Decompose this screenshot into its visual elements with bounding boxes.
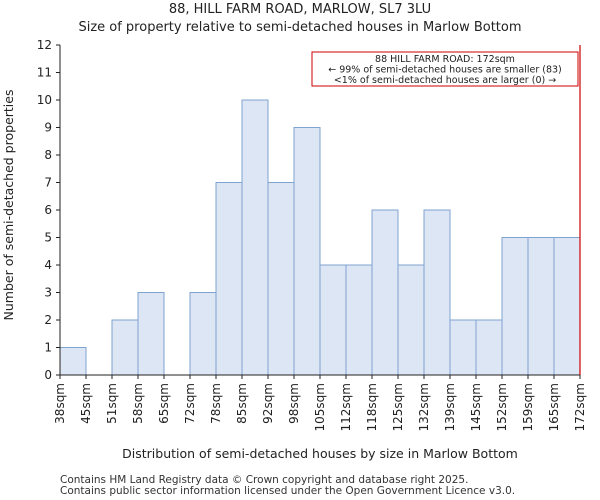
y-tick-label-11: 11 xyxy=(37,66,52,80)
annotation-border xyxy=(311,51,579,87)
chart-title: 88, HILL FARM ROAD, MARLOW, SL7 3LU xyxy=(168,2,432,17)
x-tick-label-45sqm: 45sqm xyxy=(79,383,93,424)
bar-118sqm xyxy=(371,209,399,376)
bar-165sqm xyxy=(553,237,581,376)
bar-78sqm xyxy=(215,182,243,376)
bar-145sqm xyxy=(475,319,503,376)
y-tick-label-1: 1 xyxy=(44,341,52,355)
y-tick-label-9: 9 xyxy=(44,121,52,135)
x-tick-label-105sqm: 105sqm xyxy=(313,383,327,431)
bar-125sqm xyxy=(397,264,425,376)
y-axis-label: Number of semi-detached properties xyxy=(1,90,16,321)
x-axis: 38sqm 45sqm 51sqm 58sqm 65sqm 72sqm 78sqm 85sqm… xyxy=(53,374,587,431)
x-tick-label-72sqm: 72sqm xyxy=(183,383,197,424)
x-axis-label: Distribution of semi-detached houses by … xyxy=(122,446,518,461)
chart-subtitle: Size of property relative to semi-detach… xyxy=(78,20,522,35)
bar-58sqm xyxy=(137,292,165,376)
y-tick-label-4: 4 xyxy=(44,258,52,272)
x-tick-label-125sqm: 125sqm xyxy=(391,383,405,431)
y-tick-label-0: 0 xyxy=(44,368,52,382)
x-tick-label-65sqm: 65sqm xyxy=(157,383,171,424)
bar-38sqm xyxy=(59,347,87,376)
y-tick-label-2: 2 xyxy=(44,313,52,327)
y-tick-label-10: 10 xyxy=(37,93,52,107)
footer-copyright: Contains HM Land Registry data © Crown c… xyxy=(60,474,469,486)
x-tick-label-38sqm: 38sqm xyxy=(53,383,67,424)
x-tick-label-92sqm: 92sqm xyxy=(261,383,275,424)
y-tick-label-8: 8 xyxy=(44,148,52,162)
bar-159sqm xyxy=(527,237,555,376)
x-tick-label-159sqm: 159sqm xyxy=(521,383,535,431)
x-tick-label-145sqm: 145sqm xyxy=(469,383,483,431)
bars-group xyxy=(59,99,581,376)
y-tick-label-5: 5 xyxy=(44,231,52,245)
x-tick-label-139sqm: 139sqm xyxy=(443,383,457,431)
x-tick-label-98sqm: 98sqm xyxy=(287,383,301,424)
x-tick-label-58sqm: 58sqm xyxy=(131,383,145,424)
y-tick-label-6: 6 xyxy=(44,203,52,217)
y-tick-label-3: 3 xyxy=(44,286,52,300)
x-tick-label-152sqm: 152sqm xyxy=(495,383,509,431)
x-tick-label-112sqm: 112sqm xyxy=(339,383,353,431)
x-tick-label-132sqm: 132sqm xyxy=(417,383,431,431)
annotation-line-2: ← 99% of semi-detached houses are smalle… xyxy=(328,65,562,76)
bar-105sqm xyxy=(319,264,347,376)
bar-132sqm xyxy=(423,209,451,376)
bar-51sqm xyxy=(111,319,139,376)
annotation-line-1: 88 HILL FARM ROAD: 172sqm xyxy=(375,54,515,65)
bar-152sqm xyxy=(501,237,529,376)
bar-72sqm xyxy=(189,292,217,376)
bar-112sqm xyxy=(345,264,373,376)
x-tick-label-172sqm: 172sqm xyxy=(573,383,587,431)
x-tick-label-118sqm: 118sqm xyxy=(365,383,379,431)
x-tick-label-85sqm: 85sqm xyxy=(235,383,249,424)
annotation-box: 88 HILL FARM ROAD: 172sqm ← 99% of semi-… xyxy=(311,51,579,87)
footer-licence: Contains public sector information licen… xyxy=(60,485,516,497)
y-tick-label-7: 7 xyxy=(44,176,52,190)
bar-85sqm xyxy=(241,99,269,376)
y-tick-label-12: 12 xyxy=(37,38,52,52)
annotation-line-3: <1% of semi-detached houses are larger (… xyxy=(334,75,556,86)
bar-139sqm xyxy=(449,319,477,376)
x-tick-label-165sqm: 165sqm xyxy=(547,383,561,431)
x-tick-label-78sqm: 78sqm xyxy=(209,383,223,424)
bar-92sqm xyxy=(267,182,295,376)
x-tick-label-51sqm: 51sqm xyxy=(105,383,119,424)
bar-98sqm xyxy=(293,127,321,376)
